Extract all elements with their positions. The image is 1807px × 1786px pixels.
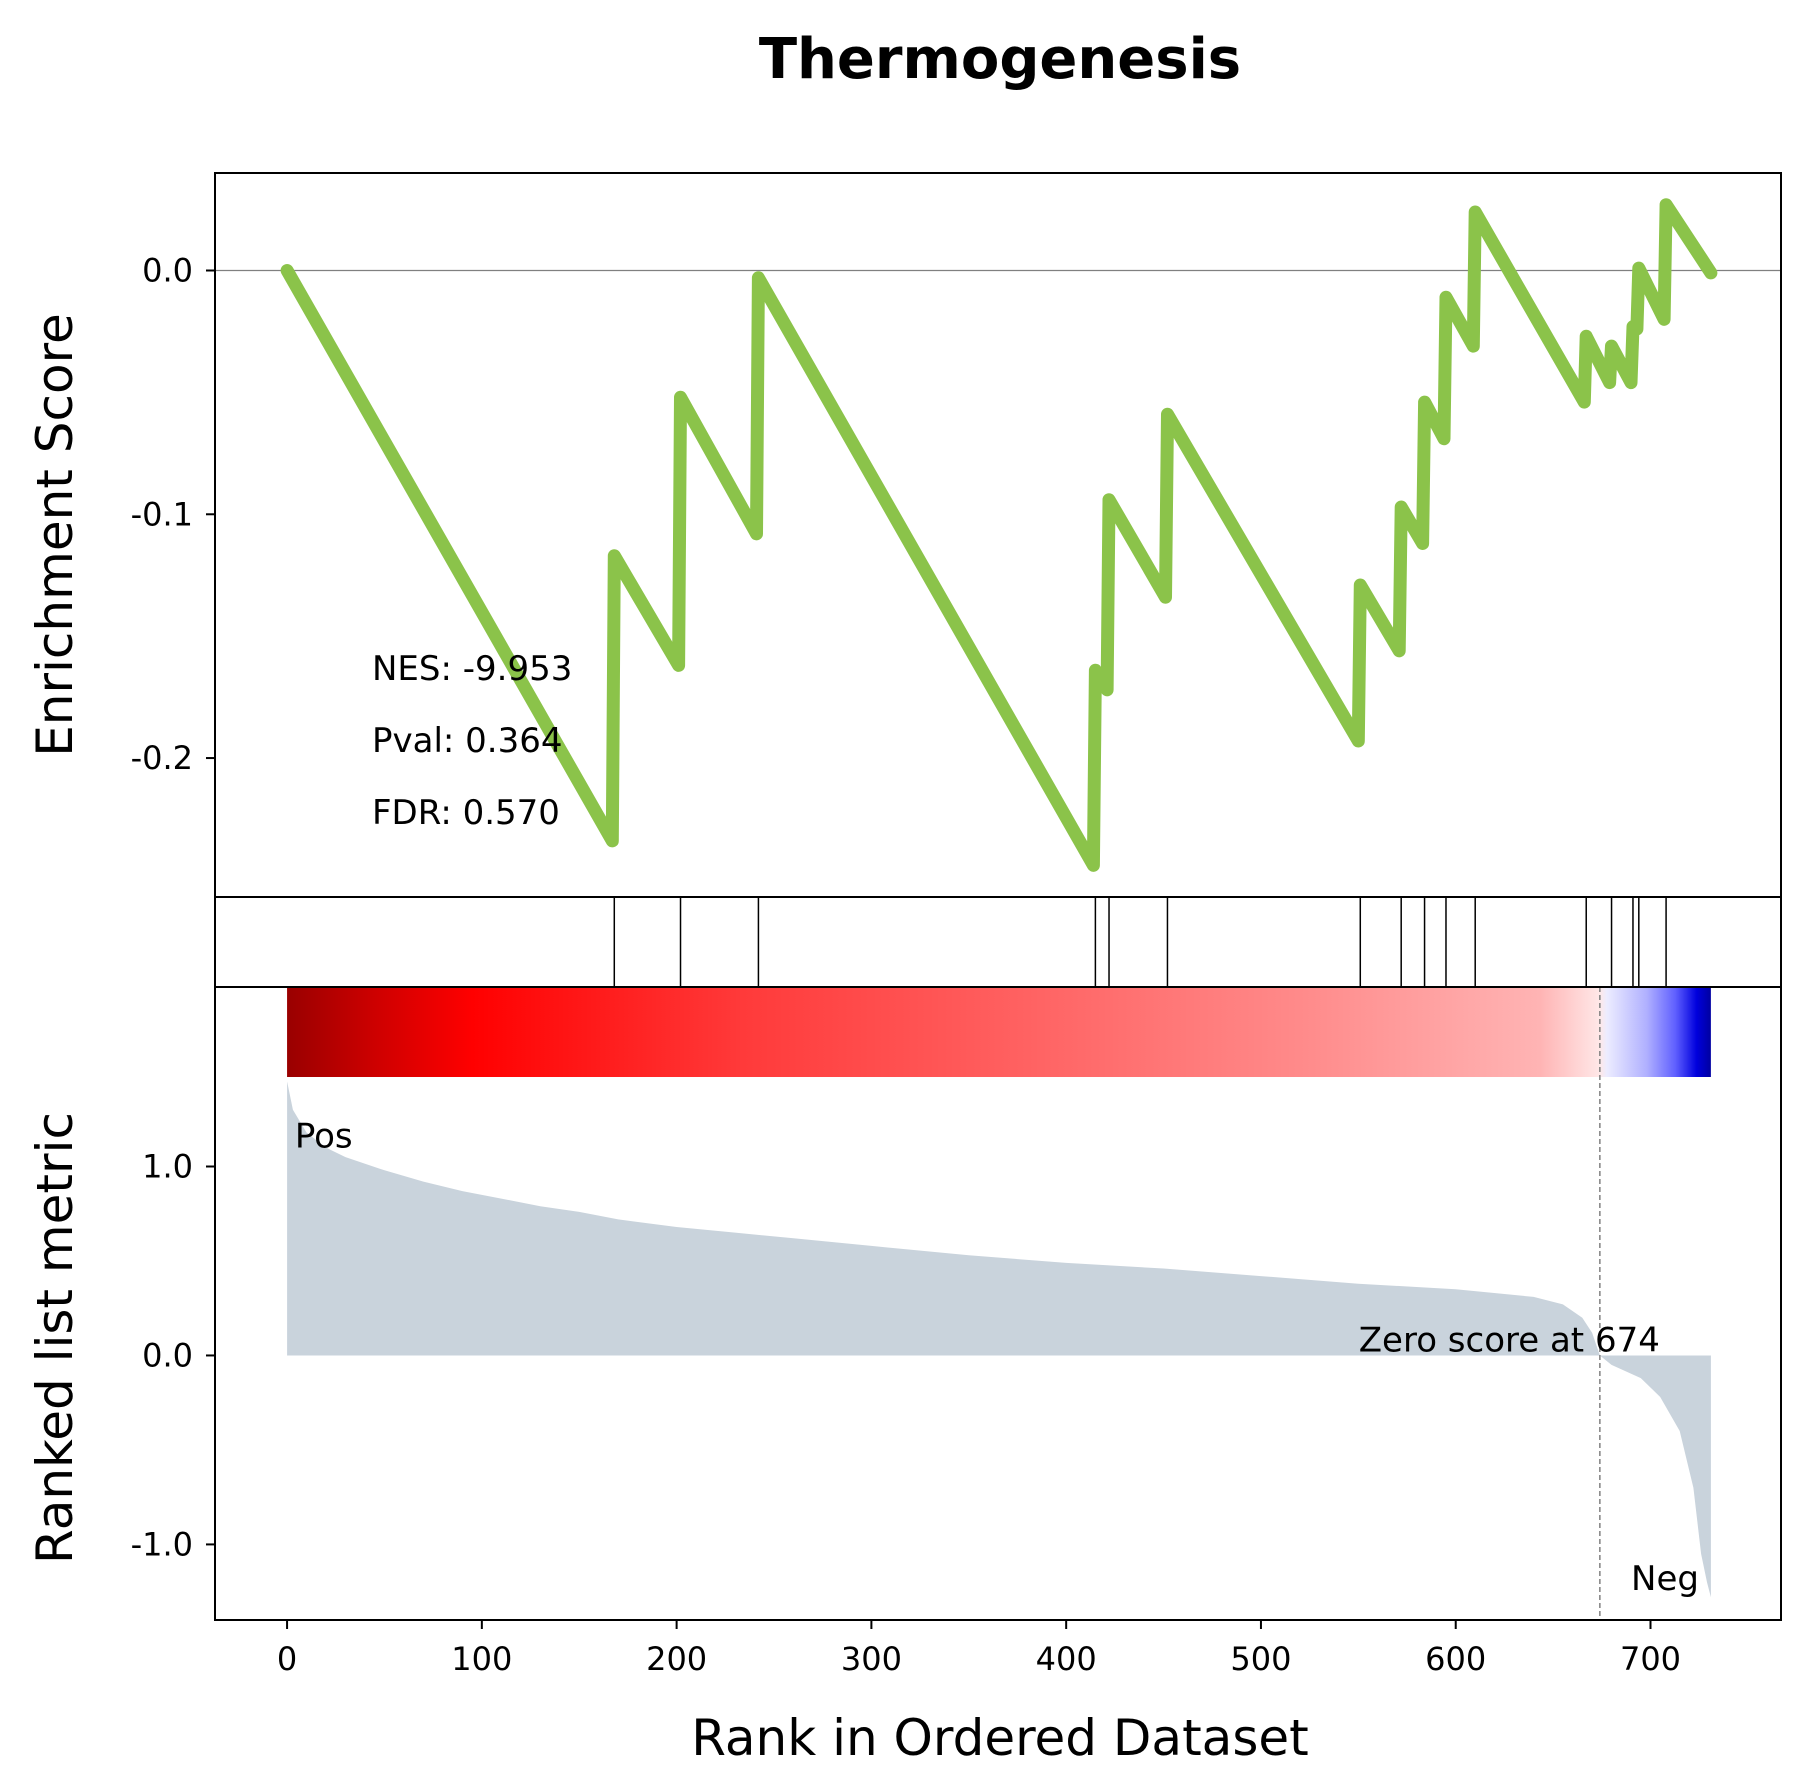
ranked-metric-panel: Zero score at 674 Pos Neg 1.0 0.0 -1.0 — [131, 986, 1782, 1621]
zero-score-label: Zero score at 674 — [1359, 1320, 1660, 1360]
es-y-tick-label: 0.0 — [142, 252, 193, 290]
x-axis-label: Rank in Ordered Dataset — [691, 1709, 1308, 1767]
x-tick-label: 500 — [1230, 1640, 1291, 1678]
fdr-label: FDR: 0.570 — [372, 793, 560, 833]
x-tick-label: 200 — [646, 1640, 707, 1678]
ranked-metric-area — [287, 1081, 1711, 1598]
x-tick-label: 100 — [451, 1640, 512, 1678]
metric-frame — [214, 986, 1782, 1621]
es-line-series — [280, 198, 1718, 872]
es-y-axis-label: Enrichment Score — [26, 313, 84, 757]
neg-label: Neg — [1631, 1559, 1699, 1599]
enrichment-score-panel: 0.0 -0.1 -0.2 NES: -9.953 Pval: 0.364 FDR: 0.… — [131, 172, 1782, 898]
hit-frame — [214, 896, 1782, 988]
es-y-tick-label: -0.1 — [131, 495, 193, 533]
es-frame — [214, 172, 1782, 898]
x-tick-label: 0 — [277, 1640, 297, 1678]
x-tick-label: 700 — [1620, 1640, 1681, 1678]
pval-label: Pval: 0.364 — [372, 721, 563, 761]
x-axis: 0 100 200 300 400 500 600 700 — [277, 1620, 1681, 1678]
metric-y-tick-label: 1.0 — [142, 1148, 193, 1186]
rank-color-strip — [287, 987, 1711, 1077]
chart-title: Thermogenesis — [759, 27, 1241, 92]
gene-hit-panel — [214, 896, 1782, 988]
nes-label: NES: -9.953 — [372, 649, 572, 689]
metric-y-axis-label: Ranked list metric — [26, 1112, 84, 1564]
x-tick-label: 600 — [1425, 1640, 1486, 1678]
metric-y-tick-label: 0.0 — [142, 1336, 193, 1374]
x-tick-label: 300 — [841, 1640, 902, 1678]
pos-label: Pos — [295, 1117, 353, 1157]
rank-heatmap-panel — [287, 987, 1711, 1077]
metric-y-tick-label: -1.0 — [131, 1525, 193, 1563]
es-y-tick-label: -0.2 — [131, 739, 193, 777]
x-tick-label: 400 — [1036, 1640, 1097, 1678]
